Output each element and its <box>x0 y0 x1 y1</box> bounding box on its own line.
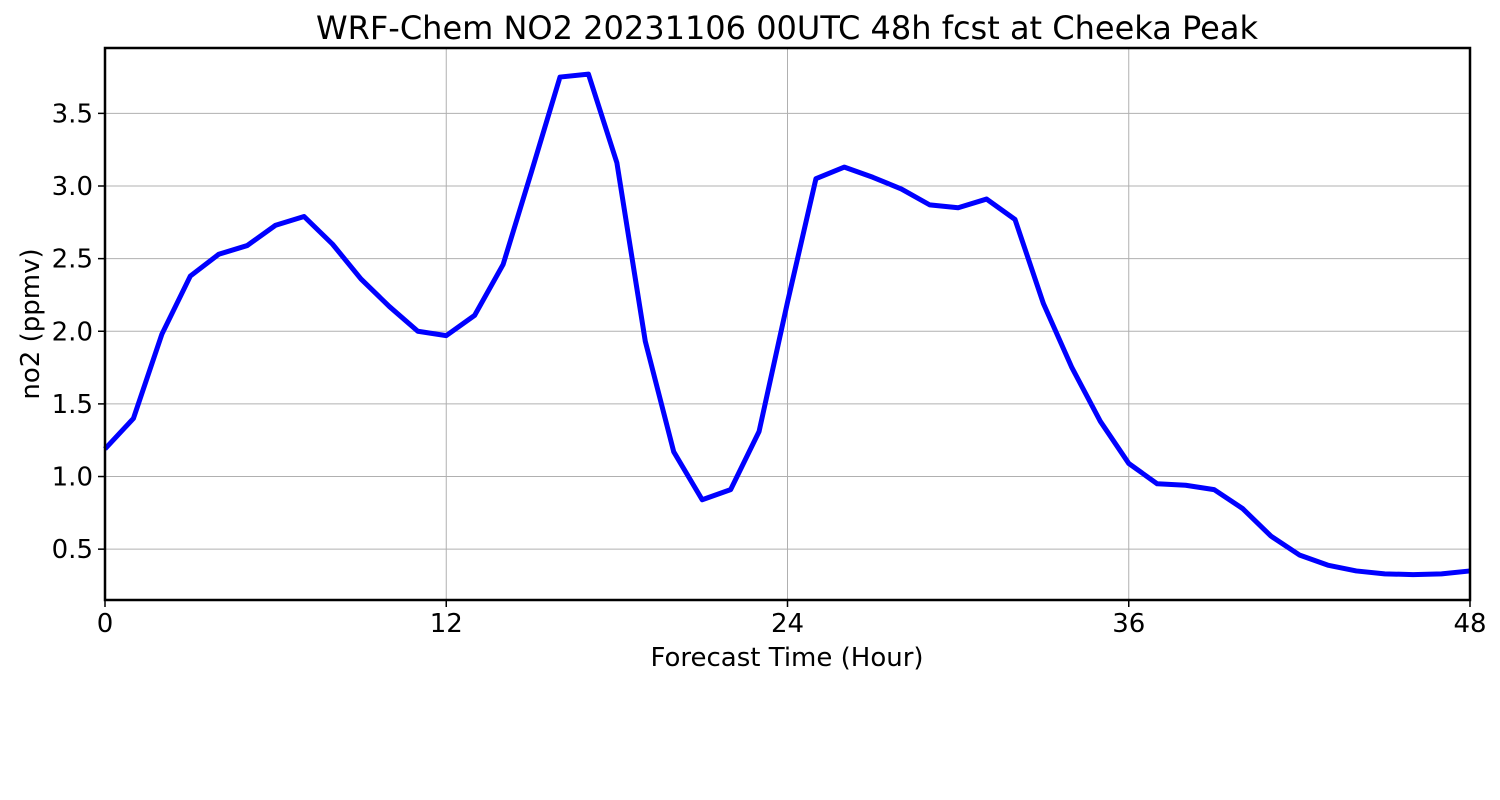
x-axis-label: Forecast Time (Hour) <box>650 643 923 673</box>
y-tick-label: 1.0 <box>52 463 93 493</box>
y-tick-label: 2.0 <box>52 317 93 347</box>
y-axis: 0.5 1.0 1.5 2.0 2.5 3.0 3.5 <box>52 99 105 565</box>
x-tick-label: 48 <box>1453 609 1486 639</box>
y-tick-label: 3.5 <box>52 99 93 129</box>
y-axis-label: no2 (ppmv) <box>16 248 46 399</box>
series-line-no2 <box>103 71 1471 578</box>
y-tick-label: 0.5 <box>52 535 93 565</box>
x-tick-label: 36 <box>1112 609 1145 639</box>
x-tick-label: 12 <box>430 609 463 639</box>
x-tick-label: 0 <box>97 609 114 639</box>
y-tick-label: 2.5 <box>52 245 93 275</box>
chart-title: WRF-Chem NO2 20231106 00UTC 48h fcst at … <box>316 9 1258 47</box>
x-axis: 0 12 24 36 48 <box>97 600 1487 639</box>
series-layer <box>103 71 1471 578</box>
y-tick-label: 1.5 <box>52 390 93 420</box>
x-tick-label: 24 <box>771 609 804 639</box>
grid <box>104 48 1471 600</box>
y-tick-label: 3.0 <box>52 172 93 202</box>
